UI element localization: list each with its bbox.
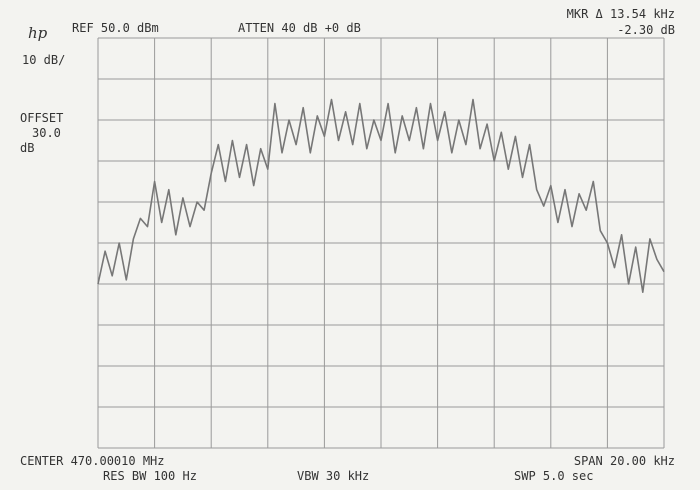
logo: hp (28, 24, 48, 42)
attenuation: ATTEN 40 dB +0 dB (238, 21, 361, 35)
center: CENTER 470.00010 MHz (20, 454, 165, 468)
offset-label: OFFSET (20, 111, 63, 125)
offset-value: 30.0 (32, 126, 61, 140)
marker-label: MKR Δ 13.54 kHz (567, 7, 675, 21)
vbw: VBW 30 kHz (297, 469, 369, 483)
span: SPAN 20.00 kHz (574, 454, 675, 468)
sweep: SWP 5.0 sec (514, 469, 593, 483)
offset-unit: dB (20, 141, 34, 155)
scale: 10 dB/ (22, 53, 65, 67)
reference: REF 50.0 dBm (72, 21, 159, 35)
res-bw: RES BW 100 Hz (103, 469, 197, 483)
trace (97, 98, 665, 293)
marker-value: -2.30 dB (617, 23, 675, 37)
